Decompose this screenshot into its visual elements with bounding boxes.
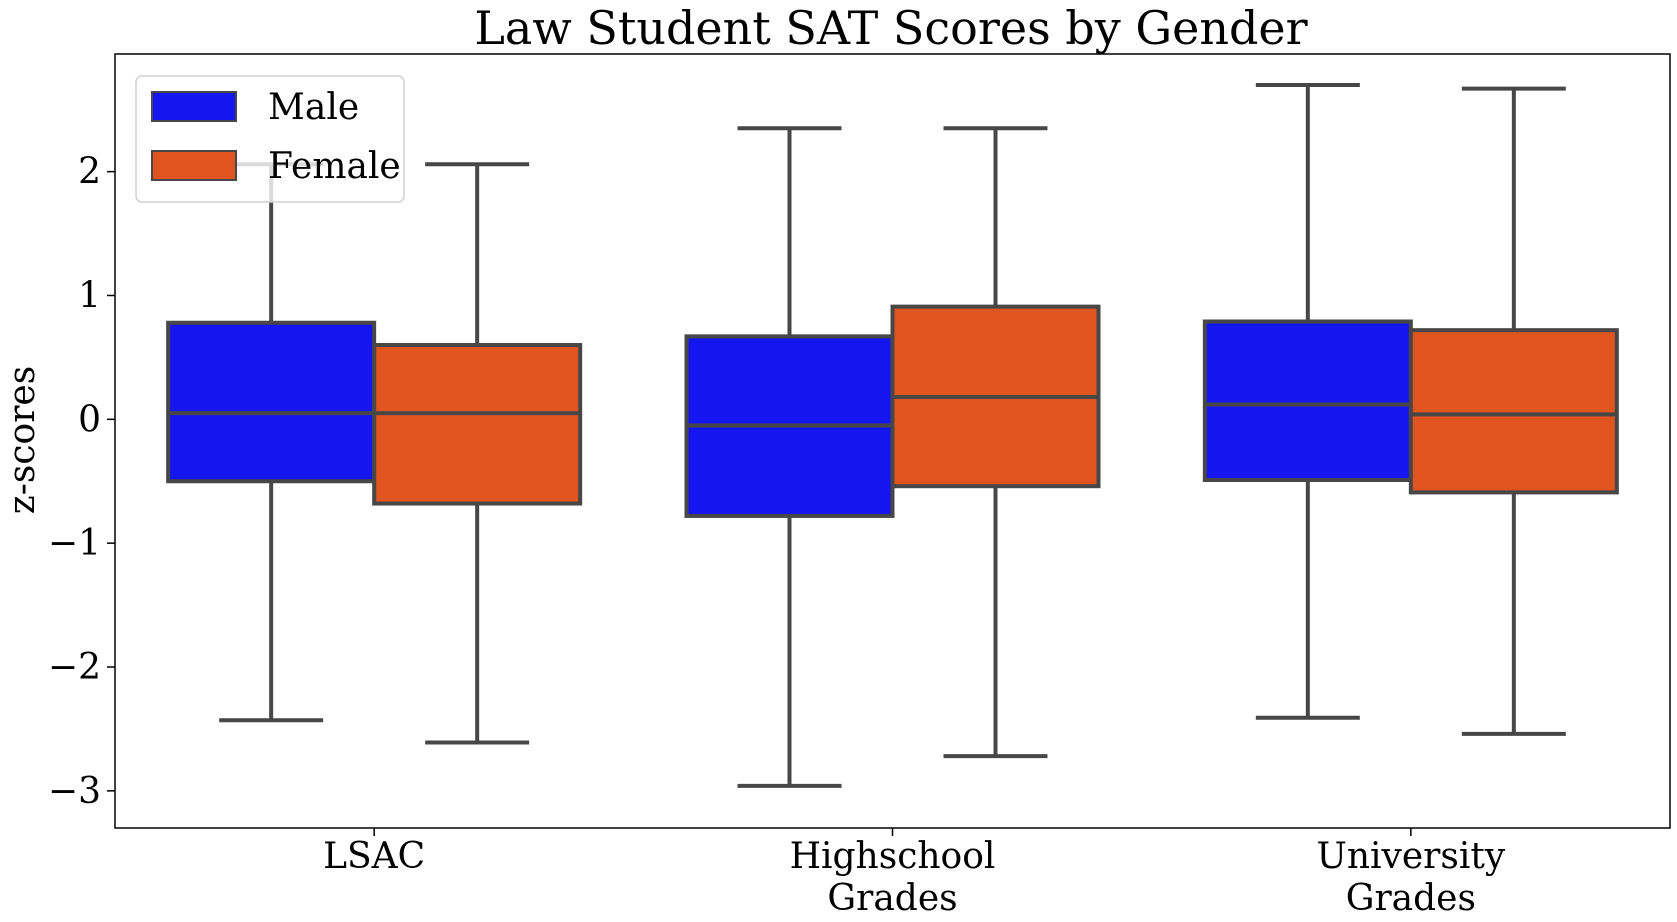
- x-tick-label: Grades: [1346, 878, 1476, 919]
- box-female-0: [372, 162, 583, 745]
- legend-swatch-female: [151, 150, 237, 181]
- legend: Male Female: [135, 75, 405, 203]
- legend-swatch-male: [151, 91, 237, 122]
- y-tick-label: 0: [78, 399, 101, 440]
- legend-label-male: Male: [268, 87, 359, 128]
- box-male-1: [684, 126, 895, 788]
- y-axis-label: z-scores: [2, 366, 43, 514]
- box-female-1: [890, 126, 1101, 759]
- box-body: [372, 343, 583, 506]
- legend-label-female: Female: [268, 146, 401, 187]
- y-tick-label: −3: [48, 771, 101, 812]
- x-tick-label: University: [1316, 836, 1505, 877]
- y-tick-label: −1: [48, 523, 101, 564]
- box-female-2: [1408, 86, 1619, 736]
- box-body: [1408, 328, 1619, 495]
- y-tick-label: 1: [78, 275, 101, 316]
- x-tick-label: LSAC: [323, 836, 425, 877]
- chart-title: Law Student SAT Scores by Gender: [474, 1, 1307, 55]
- x-tick-label: Highschool: [790, 836, 996, 877]
- box-body: [166, 320, 377, 484]
- x-tick-label: Grades: [827, 878, 957, 919]
- box-body: [1202, 319, 1413, 483]
- box-male-0: [166, 162, 377, 723]
- y-tick-label: −2: [48, 647, 101, 688]
- box-male-2: [1202, 82, 1413, 720]
- y-tick-label: 2: [78, 152, 101, 193]
